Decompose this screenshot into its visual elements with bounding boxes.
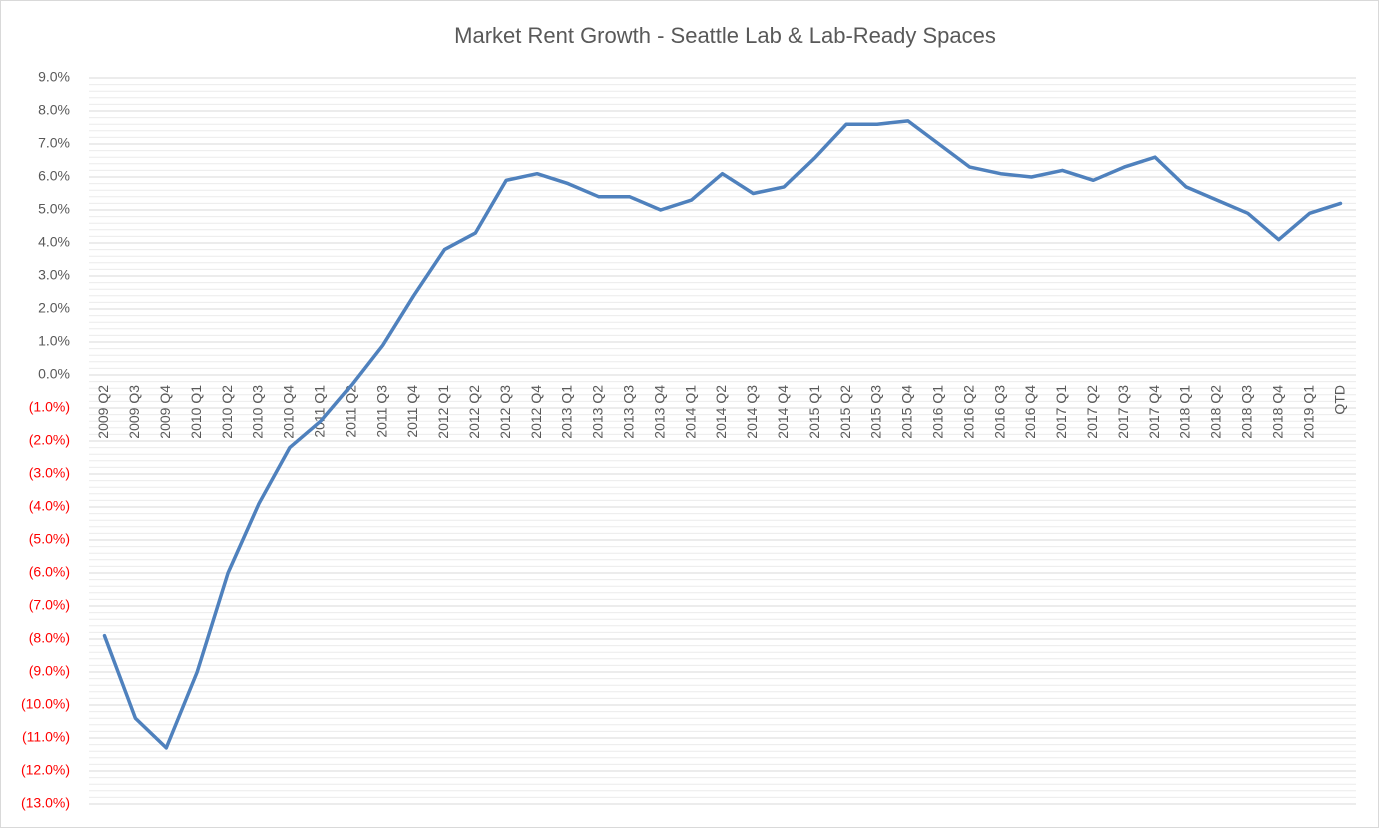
y-tick-label: 8.0% [38,102,70,118]
y-tick-label: 7.0% [38,135,70,151]
y-tick-label: (9.0%) [29,663,70,679]
y-tick-label: 3.0% [38,267,70,283]
y-tick-label: 0.0% [38,366,70,382]
y-tick-label: 4.0% [38,234,70,250]
x-tick-label: 2012 Q3 [497,385,513,439]
x-tick-label: 2011 Q4 [404,385,420,438]
chart-title: Market Rent Growth - Seattle Lab & Lab-R… [454,23,996,48]
y-tick-label: 9.0% [38,69,70,85]
y-tick-label: (13.0%) [21,795,70,811]
y-tick-label: 1.0% [38,333,70,349]
x-tick-label: 2009 Q2 [95,385,111,439]
x-tick-label: 2016 Q4 [1022,385,1038,439]
y-tick-label: (4.0%) [29,498,70,514]
x-tick-label: 2014 Q3 [744,385,760,439]
x-tick-label: 2011 Q3 [373,385,389,438]
x-tick-label: 2011 Q1 [311,385,327,438]
x-tick-label: 2019 Q1 [1300,385,1316,439]
x-tick-label: 2018 Q3 [1239,385,1255,439]
x-tick-label: 2016 Q3 [991,385,1007,439]
y-tick-label: (1.0%) [29,399,70,415]
x-tick-label: 2011 Q2 [342,385,358,438]
x-tick-label: 2017 Q2 [1084,385,1100,439]
y-tick-label: (6.0%) [29,564,70,580]
x-tick-label: 2010 Q3 [250,385,266,439]
x-tick-label: 2015 Q2 [837,385,853,439]
x-tick-label: 2010 Q2 [219,385,235,439]
x-tick-label: 2013 Q2 [590,385,606,439]
x-tick-label: 2015 Q4 [899,385,915,439]
series-line [102,119,1343,750]
x-tick-label: 2014 Q1 [682,385,698,439]
x-tick-label: 2012 Q2 [466,385,482,439]
x-tick-label: 2013 Q3 [620,385,636,439]
x-tick-label: 2010 Q1 [188,385,204,439]
x-tick-label: 2014 Q2 [713,385,729,439]
x-tick-label: 2018 Q2 [1208,385,1224,439]
x-tick-label: QTD [1331,385,1347,415]
x-tick-label: 2017 Q4 [1146,385,1162,439]
x-tick-label: 2012 Q4 [528,385,544,439]
x-tick-label: 2017 Q1 [1053,385,1069,439]
y-tick-label: (2.0%) [29,432,70,448]
x-tick-label: 2016 Q2 [960,385,976,439]
x-tick-label: 2018 Q4 [1269,385,1285,439]
y-tick-label: (11.0%) [22,729,70,745]
x-tick-label: 2012 Q1 [435,385,451,439]
x-tick-label: 2017 Q3 [1115,385,1131,439]
x-tick-label: 2010 Q4 [281,385,297,439]
y-tick-label: (10.0%) [21,696,70,712]
x-tick-label: 2015 Q1 [806,385,822,439]
x-tick-label: 2009 Q4 [157,385,173,439]
x-tick-label: 2018 Q1 [1177,385,1193,439]
x-tick-label: 2016 Q1 [930,385,946,439]
x-tick-label: 2015 Q3 [868,385,884,439]
y-tick-label: (7.0%) [29,597,70,613]
y-tick-label: (5.0%) [29,531,70,547]
y-tick-label: (3.0%) [29,465,70,481]
y-tick-label: 2.0% [38,300,70,316]
y-tick-label: (12.0%) [21,762,70,778]
y-tick-label: (8.0%) [29,630,70,646]
x-tick-label: 2009 Q3 [126,385,142,439]
x-tick-label: 2013 Q4 [651,385,667,439]
x-tick-label: 2014 Q4 [775,385,791,439]
x-tick-label: 2013 Q1 [559,385,575,439]
y-tick-label: 5.0% [38,201,70,217]
y-tick-label: 6.0% [38,168,70,184]
